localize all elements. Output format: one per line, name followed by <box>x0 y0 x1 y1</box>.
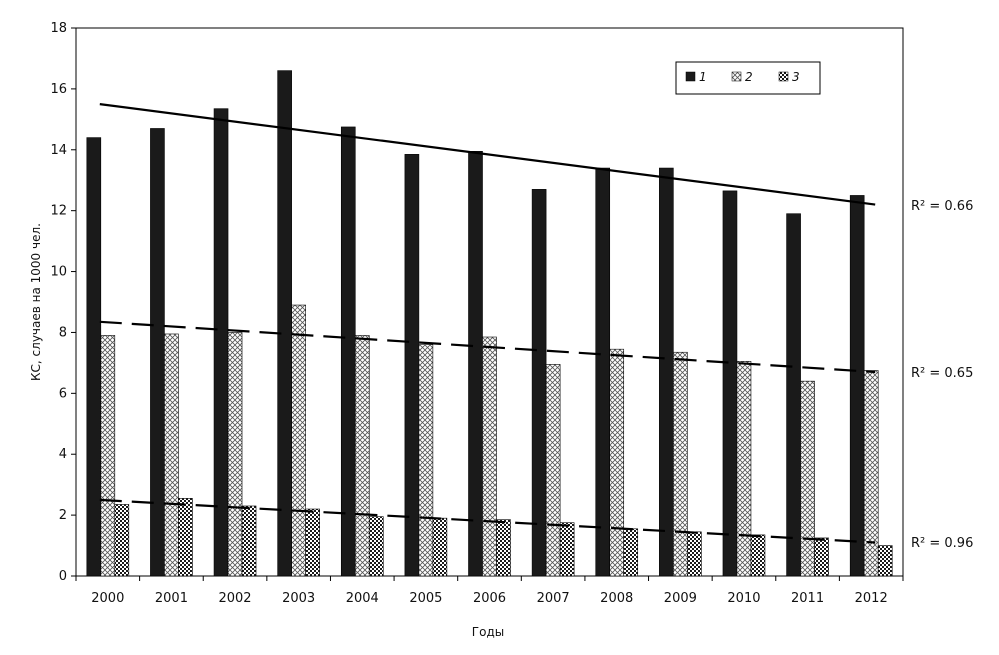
bar-series-3 <box>432 517 448 577</box>
legend-swatch-3 <box>778 71 789 82</box>
bar-series-2 <box>291 304 306 577</box>
x-tick-label: 2000 <box>91 591 124 606</box>
x-axis-title: Годы <box>472 625 504 639</box>
trendline-series-3 <box>99 498 876 544</box>
bar-series-3 <box>814 537 829 577</box>
y-tick-label: 6 <box>59 386 67 401</box>
bar-series-1 <box>86 137 102 577</box>
x-tick-label: 2008 <box>600 591 633 606</box>
x-tick-label: 2005 <box>409 591 442 606</box>
y-tick-label: 12 <box>50 204 67 219</box>
bar-series-2 <box>609 348 625 577</box>
x-tick-label: 2010 <box>727 591 760 606</box>
bar-series-1 <box>404 154 420 577</box>
x-tick-label: 2003 <box>282 591 315 606</box>
y-tick-label: 10 <box>50 265 67 280</box>
bar-series-1 <box>786 213 801 577</box>
legend-swatch-1 <box>685 71 696 82</box>
x-tick-label: 2007 <box>537 591 570 606</box>
r2-label: R² = 0.96 <box>911 536 973 551</box>
legend-label-3: 3 <box>792 70 800 84</box>
bar-series-2 <box>800 380 815 577</box>
y-axis: 0 2 4 6 8 10 12 14 16 18 <box>50 21 76 584</box>
legend-label-1: 1 <box>699 70 707 84</box>
x-tick-label: 2004 <box>346 591 379 606</box>
x-tick-label: 2006 <box>473 591 506 606</box>
x-tick-label: 2011 <box>791 591 824 606</box>
bar-series-3 <box>877 545 893 577</box>
r2-labels: R² = 0.66 R² = 0.65 R² = 0.96 <box>911 199 973 551</box>
bar-series-3 <box>750 534 766 577</box>
trendline-series-1 <box>99 103 876 206</box>
x-tick-label: 2012 <box>855 591 888 606</box>
bar-series-3 <box>368 516 384 577</box>
bar-series-1 <box>595 167 611 577</box>
bar-series-3 <box>496 519 511 577</box>
bar-series-3 <box>241 505 257 577</box>
y-tick-label: 8 <box>59 325 67 340</box>
bar-series-2 <box>164 333 179 577</box>
y-tick-label: 0 <box>59 569 67 584</box>
y-tick-label: 16 <box>50 82 67 97</box>
legend: 1 2 3 <box>675 61 821 95</box>
y-tick-label: 4 <box>59 447 67 462</box>
bar-series-2 <box>736 361 752 577</box>
bar-series-3 <box>559 522 575 577</box>
bar-series-1 <box>531 189 547 577</box>
y-tick-label: 14 <box>50 143 67 158</box>
bar-series-1 <box>340 126 356 577</box>
bar-series-2 <box>863 370 879 577</box>
bar-series-3 <box>114 504 130 577</box>
bar-series-1 <box>277 70 292 577</box>
bar-series-2 <box>545 364 561 577</box>
bar-series-2 <box>354 335 370 577</box>
y-tick-label: 18 <box>50 21 67 36</box>
bar-series-1 <box>659 167 674 577</box>
bar-series-2 <box>482 336 497 577</box>
bar-series-3 <box>305 508 320 577</box>
bar-series-1 <box>468 151 483 577</box>
x-tick-label: 2002 <box>218 591 251 606</box>
y-axis-title: КС, случаев на 1000 чел. <box>29 223 43 381</box>
bar-series-2 <box>227 332 243 577</box>
bar-series-2 <box>100 335 116 577</box>
bar-series-3 <box>178 498 193 577</box>
x-tick-label: 2009 <box>664 591 697 606</box>
x-tick-label: 2001 <box>155 591 188 606</box>
r2-label: R² = 0.65 <box>911 366 973 381</box>
r2-label: R² = 0.66 <box>911 199 973 214</box>
legend-box <box>675 61 821 95</box>
bar-series-1 <box>849 195 865 577</box>
bar-series-3 <box>687 531 702 577</box>
x-axis: 2000 2001 2002 2003 2004 2005 2006 2007 2008 2009… <box>75 576 904 606</box>
bar-series-3 <box>623 528 639 577</box>
bar-series-1 <box>150 128 165 577</box>
legend-label-2: 2 <box>745 70 753 84</box>
trendline-series-2 <box>99 320 876 374</box>
bar-series-1 <box>722 190 738 577</box>
legend-swatch-2 <box>731 71 742 82</box>
bar-series-2 <box>673 351 688 577</box>
bar-series-2 <box>418 344 434 577</box>
trendlines <box>99 103 876 544</box>
y-tick-label: 2 <box>59 508 67 523</box>
